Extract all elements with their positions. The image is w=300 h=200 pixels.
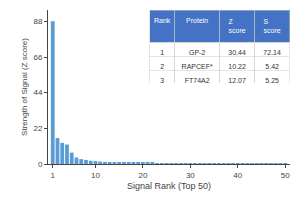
svg-text:44: 44 bbox=[33, 88, 42, 97]
svg-text:40: 40 bbox=[233, 171, 242, 180]
svg-text:Signal Rank (Top 50): Signal Rank (Top 50) bbox=[127, 181, 211, 191]
svg-text:1: 1 bbox=[51, 171, 56, 180]
svg-text:66: 66 bbox=[33, 53, 42, 62]
svg-text:GP-2: GP-2 bbox=[189, 49, 205, 56]
svg-text:Zscore: Zscore bbox=[229, 18, 246, 34]
svg-text:FT74A2: FT74A2 bbox=[185, 77, 210, 83]
svg-text:30.44: 30.44 bbox=[228, 49, 246, 56]
svg-text:Protein: Protein bbox=[186, 17, 208, 24]
svg-text:10: 10 bbox=[91, 171, 100, 180]
svg-text:50: 50 bbox=[281, 171, 290, 180]
svg-text:2: 2 bbox=[160, 63, 164, 70]
svg-text:0: 0 bbox=[38, 160, 43, 169]
svg-text:30: 30 bbox=[186, 171, 195, 180]
svg-text:5.42: 5.42 bbox=[265, 63, 279, 70]
svg-text:22: 22 bbox=[33, 124, 42, 133]
svg-text:Strength of Signal (Z score): Strength of Signal (Z score) bbox=[20, 38, 29, 136]
svg-text:20: 20 bbox=[138, 171, 147, 180]
svg-text:10.22: 10.22 bbox=[228, 63, 246, 70]
svg-text:88: 88 bbox=[33, 17, 42, 26]
svg-text:12.07: 12.07 bbox=[228, 77, 246, 83]
svg-text:Sscore: Sscore bbox=[264, 18, 281, 34]
svg-text:72.14: 72.14 bbox=[263, 49, 281, 56]
svg-text:3: 3 bbox=[160, 77, 164, 83]
svg-text:RAPCEF*: RAPCEF* bbox=[182, 63, 213, 70]
svg-text:Rank: Rank bbox=[154, 17, 171, 24]
svg-text:5.25: 5.25 bbox=[265, 77, 279, 83]
svg-text:1: 1 bbox=[160, 49, 164, 56]
